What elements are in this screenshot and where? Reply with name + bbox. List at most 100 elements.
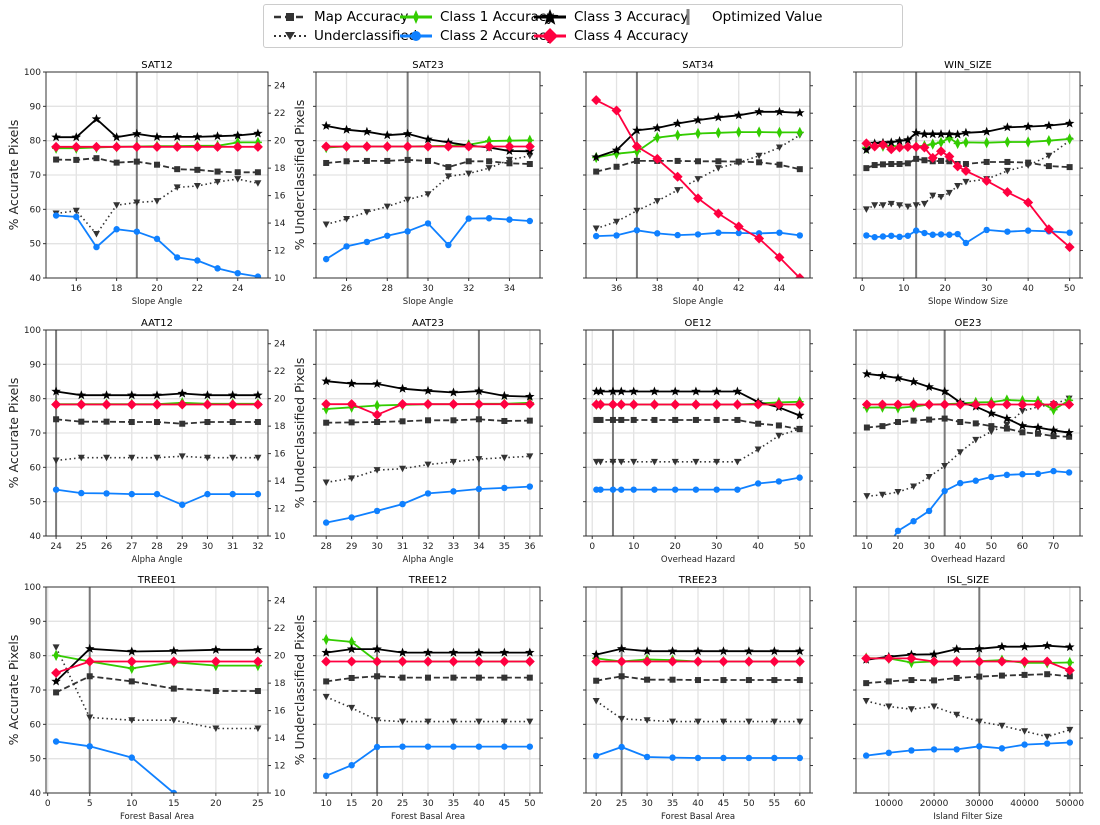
series-group [591, 643, 805, 762]
data-point-under [592, 225, 600, 233]
data-point-c3 [211, 644, 221, 654]
data-point-c2 [894, 527, 902, 535]
data-point-c2 [929, 231, 936, 238]
data-point-map [1035, 430, 1041, 437]
data-point-c2 [879, 550, 885, 556]
data-point-c2 [128, 490, 135, 498]
x-tick-label: 50 [1064, 284, 1076, 294]
data-point-c2 [983, 226, 990, 234]
y-right-tick-label: 10 [274, 789, 286, 799]
data-point-under [930, 703, 938, 710]
data-point-c4 [1042, 656, 1053, 667]
data-point-c1 [1049, 403, 1058, 416]
data-point-c3 [85, 643, 95, 653]
x-tick-label: 40 [692, 799, 704, 809]
data-point-map [888, 161, 895, 168]
data-point-c2 [962, 239, 970, 247]
data-point-map [941, 415, 948, 422]
data-point-c2 [526, 743, 534, 750]
x-tick-label: 50000 [1055, 799, 1084, 809]
x-tick-label: 32 [463, 284, 474, 294]
data-point-c2 [1034, 470, 1042, 478]
data-point-c4 [743, 656, 754, 667]
data-point-c4 [908, 399, 919, 410]
data-point-c3 [961, 127, 971, 137]
data-point-c2 [957, 479, 964, 487]
y-right-tick-label: 14 [274, 219, 286, 229]
data-point-under [592, 697, 600, 705]
data-point-map [1066, 433, 1073, 440]
data-point-map [921, 157, 928, 164]
x-tick-label: 44 [774, 284, 786, 294]
data-point-map [926, 416, 933, 423]
data-point-c3 [595, 386, 606, 396]
data-point-c4 [902, 141, 913, 152]
data-point-c3 [448, 387, 459, 397]
data-point-c3 [91, 114, 102, 124]
data-point-under [449, 458, 457, 466]
data-point-map [78, 418, 85, 425]
data-point-c3 [169, 645, 179, 655]
data-point-c1 [673, 129, 682, 141]
data-point-under [894, 489, 902, 496]
data-point-under [633, 207, 641, 215]
data-point-c1 [127, 662, 136, 675]
data-point-c4 [372, 656, 383, 667]
y-right-tick-label: 14 [274, 477, 286, 487]
data-point-under [907, 706, 915, 713]
y-tick-label: 40 [30, 532, 42, 542]
data-point-c3 [101, 390, 112, 400]
data-point-map [1003, 425, 1010, 432]
data-point-map [796, 677, 803, 684]
x-axis-label: Slope Angle [132, 297, 182, 307]
subplot-title: OE12 [685, 318, 712, 329]
data-point-c1 [982, 137, 991, 149]
series-group [51, 386, 263, 508]
data-point-c2 [633, 227, 641, 234]
data-point-c4 [372, 409, 383, 420]
data-point-c2 [399, 743, 406, 750]
data-point-under [745, 718, 753, 726]
data-point-map [323, 419, 330, 426]
data-point-under [862, 697, 870, 705]
y-right-tick-label: 10 [274, 274, 286, 284]
x-tick-label: 30 [422, 284, 434, 294]
data-point-c3 [202, 390, 213, 400]
data-point-c3 [152, 390, 162, 400]
x-axis-label: Slope Window Size [928, 297, 1008, 307]
data-point-c2 [229, 490, 236, 498]
series-line-map [55, 675, 258, 694]
x-tick-label: 36 [611, 284, 623, 294]
series-line-under [866, 700, 1071, 738]
subplot-title: TREE23 [678, 575, 717, 586]
data-point-c2 [946, 231, 953, 238]
data-point-c4 [524, 399, 535, 410]
x-tick-label: 20 [669, 542, 681, 552]
data-point-c4 [1001, 399, 1012, 410]
data-point-under [954, 182, 962, 190]
x-tick-label: 55 [769, 799, 780, 809]
subplot-oe23: OE23 10 20 30 40 50 60 70 Overhead Hazard [853, 318, 1083, 565]
x-axis-label: Overhead Hazard [661, 555, 735, 565]
data-point-c2 [912, 227, 920, 234]
data-point-map [363, 157, 370, 164]
data-point-c2 [771, 754, 778, 762]
data-point-c1 [961, 136, 970, 149]
data-point-c2 [669, 754, 676, 761]
data-point-map [756, 159, 763, 166]
data-point-c2 [930, 746, 938, 753]
data-point-c2 [170, 789, 178, 793]
subplot-title: SAT34 [682, 60, 713, 71]
data-point-map [630, 416, 637, 423]
x-tick-label: 31 [397, 542, 408, 552]
data-point-under [203, 454, 211, 462]
series-line-under [55, 647, 258, 730]
data-point-under [904, 203, 912, 211]
data-point-c4 [649, 399, 660, 410]
data-point-c3 [693, 115, 703, 125]
data-point-c4 [1064, 665, 1075, 676]
black-star-line-icon [534, 9, 566, 25]
data-point-c4 [591, 95, 602, 106]
subplot-aat23: AAT23 28 29 30 31 32 33 34 35 36 Alpha Angle [313, 318, 543, 565]
y-right-axis-label: % Underclassified Pixels [292, 358, 307, 509]
